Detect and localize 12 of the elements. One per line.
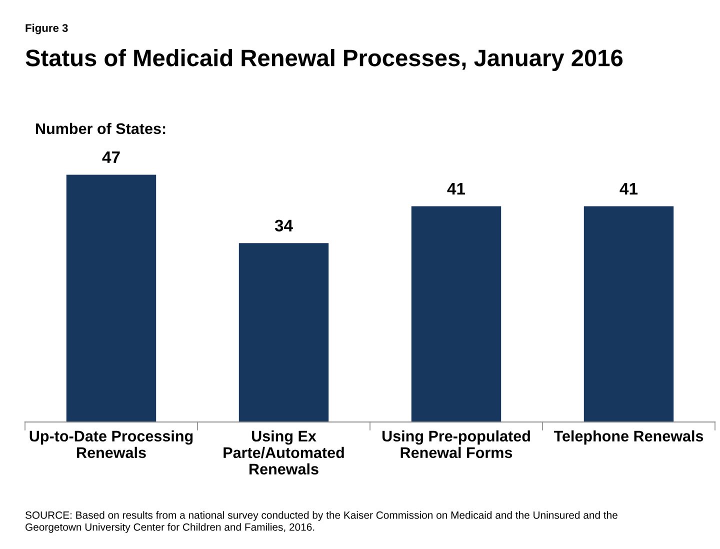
data-label: 34: [274, 220, 293, 232]
data-label: 41: [447, 183, 466, 194]
y-axis-title: Number of States:: [36, 122, 166, 134]
caption: Figure 3: [26, 24, 68, 34]
source-note: SOURCE: Based on results from a national survey conducted by the Kaiser Commission on Medicaid and the Uninsured and the Georgetown University Center for Children and Families, 2016.: [25, 511, 618, 533]
x-tick-label: Telephone Renewals: [554, 430, 704, 445]
x-tick-label: Using Ex Parte/Automated Renewals: [224, 430, 344, 475]
data-label: 47: [102, 151, 120, 163]
data-label: 41: [620, 183, 638, 194]
x-tick-label: Up-to-Date Processing Renewals: [30, 430, 193, 458]
x-tick-label: Using Pre-populated Renewal Forms: [382, 430, 530, 458]
chart-title: Status of Medicaid Renewal Processes, January 2016: [26, 48, 623, 72]
